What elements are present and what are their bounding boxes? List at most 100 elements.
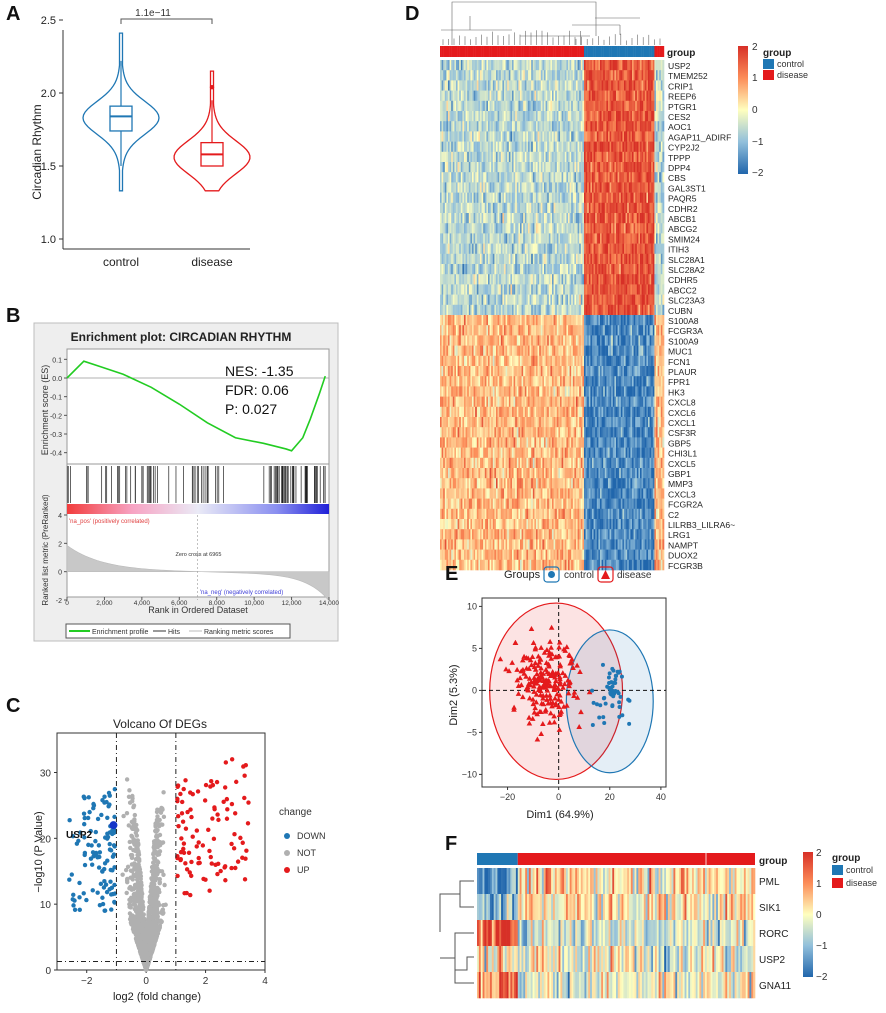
d-annotation-cell	[585, 46, 588, 57]
c-point-down	[102, 878, 107, 884]
c-point-not	[129, 833, 134, 839]
b-xtick-label: 14,000	[319, 600, 339, 607]
d-annotation-cell	[465, 46, 468, 57]
d-annotation-cell	[488, 46, 490, 57]
c-point-not	[161, 814, 167, 820]
c-point-down	[86, 795, 91, 800]
d-annotation-cell	[601, 46, 604, 57]
c-legend-up: UP	[297, 865, 310, 875]
c-point-up	[189, 859, 194, 865]
c-point-down	[96, 843, 102, 848]
c-point-up	[216, 817, 221, 823]
d-annotation-cell	[566, 46, 569, 57]
d-annotation-cell	[467, 46, 469, 57]
c-point-down	[71, 892, 76, 898]
c-point-up	[240, 840, 245, 845]
c-point-down	[82, 795, 87, 801]
c-point-up	[243, 762, 249, 768]
c-point-up	[223, 878, 228, 883]
c-point-up	[229, 801, 235, 807]
d-annotation-cell	[508, 46, 511, 57]
d-annotation-cell	[441, 46, 444, 57]
c-point-up	[207, 888, 212, 893]
c-point-not	[150, 928, 155, 933]
d-annotation-cell	[444, 46, 447, 57]
c-point-up	[186, 850, 192, 856]
c-point-not	[146, 956, 151, 961]
c-point-down	[71, 903, 76, 908]
b-plot-bg	[66, 348, 330, 598]
c-point-up	[231, 846, 237, 851]
c-point-up	[242, 877, 248, 882]
c-xtick-label: 2	[203, 976, 209, 987]
c-point-not	[135, 896, 141, 901]
b-ytick-label: -0.1	[50, 395, 62, 402]
c-point-down	[74, 841, 80, 846]
d-gene-label: REEP6	[668, 92, 696, 102]
d-annotation-cell	[512, 46, 514, 57]
c-ytick-label: 0	[45, 966, 51, 977]
c-point-up	[210, 782, 216, 788]
d-annotation-cell	[481, 46, 484, 57]
d-annotation-cell	[456, 46, 458, 57]
c-point-not	[133, 867, 138, 872]
d-annotation-cell	[440, 46, 442, 57]
d-annotation-cell	[507, 46, 509, 57]
c-point-not	[142, 941, 147, 947]
c-point-down	[102, 861, 108, 866]
c-point-up	[202, 798, 208, 803]
d-annotation-cell	[470, 46, 473, 57]
d-annotation-cell	[630, 46, 633, 57]
c-point-down	[89, 843, 94, 848]
d-gene-label: ITIH3	[668, 245, 689, 255]
c-point-down	[95, 854, 100, 859]
c-point-not	[130, 796, 135, 801]
c-point-down	[95, 816, 101, 822]
c-point-up	[206, 827, 211, 833]
b-ytick-label: -0.2	[50, 413, 62, 420]
c-point-down	[106, 790, 112, 796]
d-annotation-cell	[556, 46, 559, 57]
panel-a-letter: A	[6, 3, 20, 25]
c-point-down	[107, 887, 112, 892]
b-ytick-label: -0.3	[50, 432, 62, 439]
b-xtick-label: 4,000	[134, 600, 151, 607]
d-gene-label: SLC28A2	[668, 265, 705, 275]
b-title: Enrichment plot: CIRCADIAN RHYTHM	[71, 330, 292, 344]
c-point-not	[139, 886, 144, 891]
c-point-not	[142, 920, 147, 926]
d-annotation-cell	[654, 46, 657, 57]
d-annotation-cell	[564, 46, 567, 57]
c-point-not	[139, 913, 145, 919]
c-point-not	[149, 869, 155, 874]
d-gene-label: TPPP	[668, 153, 691, 163]
c-xtick-label: 4	[262, 976, 268, 987]
c-point-not	[145, 962, 150, 968]
d-annotation-cell	[603, 46, 605, 57]
a-xtick-label-disease: disease	[191, 255, 233, 269]
d-annotation-cell	[476, 46, 479, 57]
b-rank-metric-area	[66, 544, 330, 602]
c-point-not	[130, 825, 135, 830]
c-point-not	[131, 902, 137, 907]
d-dendrogram	[441, 1, 661, 45]
c-point-up	[212, 805, 217, 810]
d-annotation-cell	[505, 46, 508, 57]
d-annotation-cell	[624, 46, 626, 57]
c-point-down	[77, 907, 82, 913]
c-point-not	[131, 803, 137, 808]
d-annotation-cell	[628, 46, 631, 57]
c-point-down	[99, 812, 104, 818]
d-annotation-cell	[587, 46, 589, 57]
c-point-not	[137, 907, 143, 912]
c-ylabel: −log10 (P Value)	[33, 811, 45, 892]
d-annotation-cell	[500, 46, 503, 57]
c-point-up	[180, 799, 185, 805]
c-point-not	[157, 849, 163, 854]
d-annotation-cell	[590, 46, 593, 57]
d-annotation-cell	[521, 46, 524, 57]
c-point-down	[95, 890, 100, 895]
d-heat-cell	[662, 223, 665, 234]
d-annotation-cell	[475, 46, 477, 57]
